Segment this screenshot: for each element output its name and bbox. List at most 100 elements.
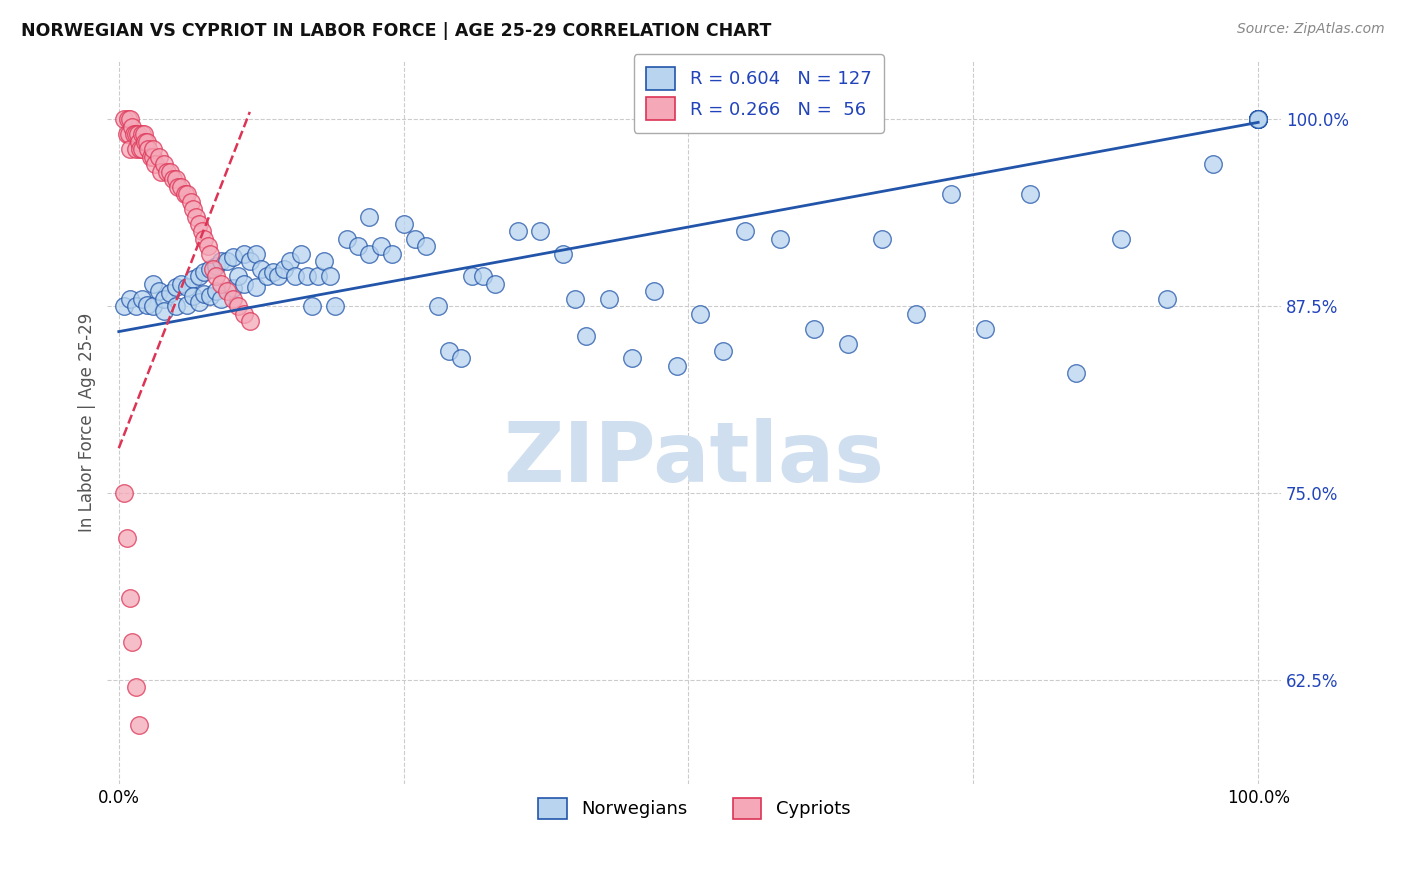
Point xyxy=(132,128,155,142)
Point xyxy=(131,292,153,306)
Point xyxy=(148,285,170,299)
Point xyxy=(153,292,176,306)
Point xyxy=(803,321,825,335)
Point xyxy=(506,224,529,238)
Point xyxy=(122,128,145,142)
Point xyxy=(278,254,301,268)
Point xyxy=(120,591,142,605)
Point xyxy=(167,179,190,194)
Point xyxy=(1201,157,1223,171)
Point xyxy=(165,299,187,313)
Point xyxy=(734,224,756,238)
Point xyxy=(117,112,139,127)
Point xyxy=(125,142,148,156)
Point xyxy=(689,307,711,321)
Point xyxy=(553,247,575,261)
Point xyxy=(159,285,181,300)
Point xyxy=(187,269,209,284)
Point xyxy=(239,314,262,328)
Point xyxy=(162,172,184,186)
Point xyxy=(204,269,226,284)
Point xyxy=(121,120,143,134)
Point xyxy=(1156,292,1178,306)
Point xyxy=(290,247,312,261)
Point xyxy=(176,298,198,312)
Point xyxy=(181,289,204,303)
Point xyxy=(295,269,318,284)
Point xyxy=(173,187,195,202)
Point xyxy=(125,681,148,695)
Point xyxy=(245,279,267,293)
Point xyxy=(128,717,150,731)
Point xyxy=(381,247,404,261)
Point xyxy=(125,128,148,142)
Point xyxy=(273,261,295,276)
Point xyxy=(318,269,340,284)
Point xyxy=(1064,367,1087,381)
Point xyxy=(215,254,238,268)
Point xyxy=(125,299,148,313)
Point xyxy=(165,172,187,186)
Point xyxy=(191,224,214,238)
Legend: Norwegians, Cypriots: Norwegians, Cypriots xyxy=(530,791,858,826)
Point xyxy=(905,307,928,321)
Point xyxy=(222,250,245,264)
Point xyxy=(450,351,472,366)
Point xyxy=(973,321,995,335)
Point xyxy=(153,303,176,318)
Point xyxy=(262,265,284,279)
Point xyxy=(165,279,187,293)
Point xyxy=(170,277,193,291)
Point xyxy=(711,344,734,359)
Point xyxy=(197,239,219,253)
Point xyxy=(142,142,165,156)
Y-axis label: In Labor Force | Age 25-29: In Labor Force | Age 25-29 xyxy=(79,312,96,532)
Point xyxy=(598,292,620,306)
Point xyxy=(138,142,160,156)
Point xyxy=(312,254,335,268)
Point xyxy=(323,299,346,313)
Point xyxy=(307,269,329,284)
Point xyxy=(472,269,495,284)
Point xyxy=(129,142,152,156)
Point xyxy=(359,247,381,261)
Point xyxy=(1247,112,1270,127)
Point xyxy=(136,298,159,312)
Point xyxy=(148,150,170,164)
Point xyxy=(484,277,506,291)
Point xyxy=(139,150,162,164)
Point xyxy=(404,232,426,246)
Point xyxy=(193,265,215,279)
Point xyxy=(768,232,790,246)
Point xyxy=(437,344,460,359)
Point xyxy=(643,285,665,299)
Point xyxy=(127,128,149,142)
Point xyxy=(187,217,209,231)
Point xyxy=(120,112,142,127)
Point xyxy=(120,142,142,156)
Point xyxy=(143,157,166,171)
Point xyxy=(228,299,250,313)
Point xyxy=(1247,112,1270,127)
Point xyxy=(136,135,159,149)
Point xyxy=(131,128,153,142)
Point xyxy=(134,135,156,149)
Point xyxy=(204,259,226,273)
Point xyxy=(180,194,202,209)
Point xyxy=(198,247,221,261)
Point xyxy=(222,292,245,306)
Point xyxy=(198,289,221,303)
Point xyxy=(370,239,392,253)
Point xyxy=(245,247,267,261)
Point xyxy=(1247,112,1270,127)
Point xyxy=(575,329,598,343)
Point xyxy=(187,294,209,309)
Point xyxy=(193,287,215,301)
Point xyxy=(209,254,232,268)
Point xyxy=(392,217,415,231)
Point xyxy=(215,285,238,299)
Text: Source: ZipAtlas.com: Source: ZipAtlas.com xyxy=(1237,22,1385,37)
Point xyxy=(120,292,142,306)
Point xyxy=(1247,112,1270,127)
Point xyxy=(1111,232,1133,246)
